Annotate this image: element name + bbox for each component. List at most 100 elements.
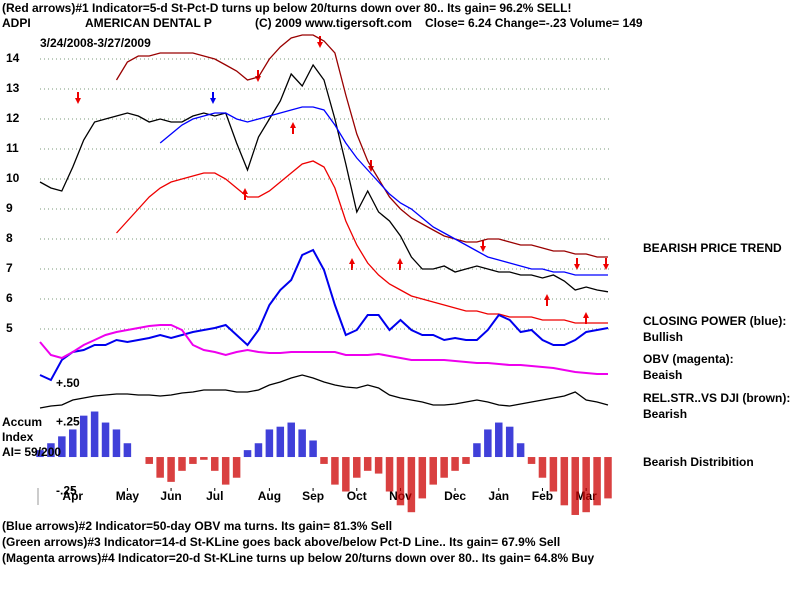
accum-bar [265,429,274,458]
label: (Green arrows)#3 Indicator=14-d St-KLine… [2,535,560,549]
series-line [116,160,608,324]
buy-arrow [397,258,403,270]
label: REL.STR..VS DJI (brown): [643,391,790,405]
accum-bar [516,443,525,458]
label: Sep [302,489,324,503]
accum-bar [58,436,66,458]
accum-bar [145,457,153,464]
series-line [39,374,609,409]
label: 13 [6,81,20,95]
accum-bar [560,457,569,506]
accum-bar [582,457,590,513]
accum-bar [287,422,295,458]
accum-bar [353,457,361,478]
label: 8 [6,231,13,245]
accum-bar [221,457,230,485]
sell-arrow [317,36,323,48]
accum-bar [243,450,252,458]
label: (Red arrows)#1 Indicator=5-d St-Pct-D tu… [2,1,571,15]
label: 10 [6,171,20,185]
accum-bar [69,429,77,458]
buy-arrow [349,258,355,270]
label: Jun [160,489,181,503]
label: 7 [6,261,13,275]
accum-bar [331,457,339,485]
accum-bar [604,457,612,499]
label: AMERICAN DENTAL P [85,16,212,30]
accum-bar [385,457,394,492]
label: Bearish Distribition [643,455,754,469]
buy-arrow [242,188,248,200]
sell-arrow [603,258,609,270]
accum-bar [309,440,317,458]
accum-bar [429,457,437,485]
label: 12 [6,111,20,125]
label: 5 [6,321,13,335]
accum-bar [527,457,536,464]
accum-bar [123,443,132,458]
accum-bar [374,457,383,474]
label: Jul [206,489,223,503]
accum-bar [396,457,405,506]
accum-bar [189,457,197,464]
series-line [115,34,608,258]
accum-bar [156,457,164,478]
label: OBV (magenta): [643,352,734,366]
accum-bar [200,457,208,460]
label: Dec [444,489,466,503]
label: Aug [258,489,281,503]
label: May [116,489,140,503]
accum-bar [211,457,219,471]
accum-bar [90,411,99,458]
label: Accum [2,415,42,429]
label: 9 [6,201,13,215]
accum-bar [571,457,579,515]
label: AI= 59/200 [2,445,61,459]
accum-bar [593,457,601,506]
accum-bar [462,457,470,464]
label: (C) 2009 www.tigersoft.com [255,16,412,30]
accum-bar [495,422,503,458]
accum-bar [440,457,448,478]
label: Jan [488,489,509,503]
sell-arrow [480,240,486,252]
sell-arrow [75,92,81,104]
accum-bar [276,426,285,458]
label: 6 [6,291,13,305]
blue-arrows [210,92,216,104]
accum-bar [407,457,416,513]
signal-arrows [75,36,609,324]
label: +.50 [56,376,80,390]
label: 14 [6,51,20,65]
accum-bar [112,429,121,458]
label: (Magenta arrows)#4 Indicator=20-d St-KLi… [2,551,594,565]
label: ADPI [2,16,31,30]
buy-arrow [290,122,296,134]
label: Beaish [643,368,682,382]
accum-bar [320,457,328,464]
label: Bearish [643,407,687,421]
accum-bar [484,429,492,458]
accum-bar [363,457,372,471]
label: (Blue arrows)#2 Indicator=50-day OBV ma … [2,519,392,533]
label: Feb [532,489,553,503]
label: 3/24/2008-3/27/2009 [40,36,151,50]
accum-bar [167,457,175,482]
buy-arrow [544,294,550,306]
accum-bar [101,422,110,458]
accum-bar [538,457,547,478]
label: Index [2,430,34,444]
accum-bar [47,443,55,458]
series-line [39,324,608,375]
accum-bar [505,426,514,458]
series-line [39,63,609,293]
label: Bullish [643,330,683,344]
sell-arrow [255,70,261,82]
accum-bar [549,457,558,492]
label: Apr [62,489,83,503]
accum-bar [473,443,481,458]
accum-bar [36,450,44,458]
label: CLOSING POWER (blue): [643,314,786,328]
label: +.25 [56,415,80,429]
